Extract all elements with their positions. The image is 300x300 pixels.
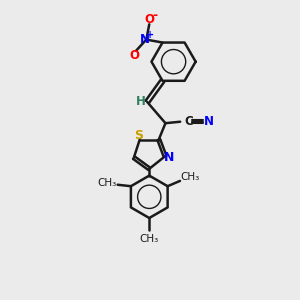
Text: N: N [140,33,150,46]
Text: H: H [136,95,146,109]
Text: +: + [146,30,154,40]
Text: N: N [164,151,174,164]
Text: S: S [134,129,143,142]
Text: CH₃: CH₃ [97,178,116,188]
Text: O: O [130,49,140,62]
Text: CH₃: CH₃ [140,235,159,244]
Text: C: C [184,115,194,128]
Text: CH₃: CH₃ [181,172,200,182]
Text: N: N [204,115,214,128]
Text: -: - [152,9,157,22]
Text: O: O [144,13,154,26]
